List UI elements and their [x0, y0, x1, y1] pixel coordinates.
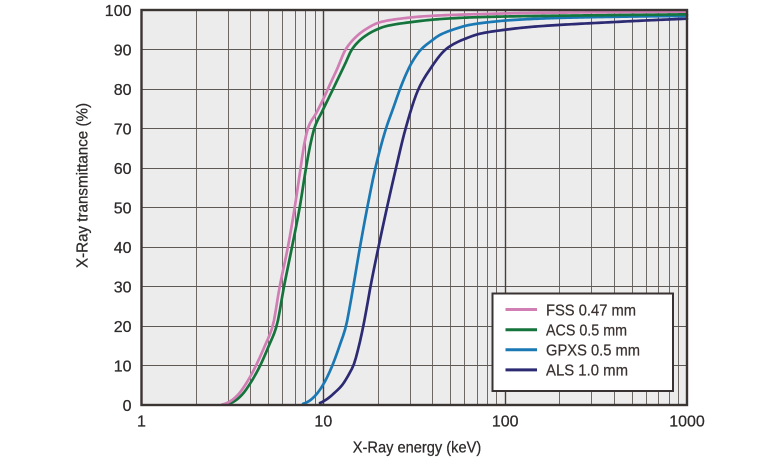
svg-text:20: 20 [114, 319, 132, 336]
svg-text:90: 90 [114, 42, 132, 59]
svg-text:GPXS 0.5 mm: GPXS 0.5 mm [546, 343, 640, 360]
svg-text:1000: 1000 [669, 414, 705, 431]
svg-text:100: 100 [105, 3, 132, 20]
svg-text:10: 10 [314, 414, 332, 431]
svg-text:X-Ray transmittance (%): X-Ray transmittance (%) [75, 103, 92, 268]
svg-text:60: 60 [114, 161, 132, 178]
svg-text:30: 30 [114, 279, 132, 296]
svg-text:50: 50 [114, 200, 132, 217]
svg-text:100: 100 [492, 414, 519, 431]
svg-text:X-Ray energy (keV): X-Ray energy (keV) [353, 440, 482, 457]
svg-text:80: 80 [114, 82, 132, 99]
svg-text:0: 0 [123, 398, 132, 415]
svg-text:ACS 0.5 mm: ACS 0.5 mm [546, 323, 627, 340]
svg-text:70: 70 [114, 121, 132, 138]
svg-text:10: 10 [114, 358, 132, 375]
svg-text:FSS 0.47 mm: FSS 0.47 mm [546, 302, 636, 319]
svg-text:1: 1 [137, 414, 146, 431]
svg-text:ALS 1.0 mm: ALS 1.0 mm [546, 363, 628, 380]
svg-text:40: 40 [114, 240, 132, 257]
